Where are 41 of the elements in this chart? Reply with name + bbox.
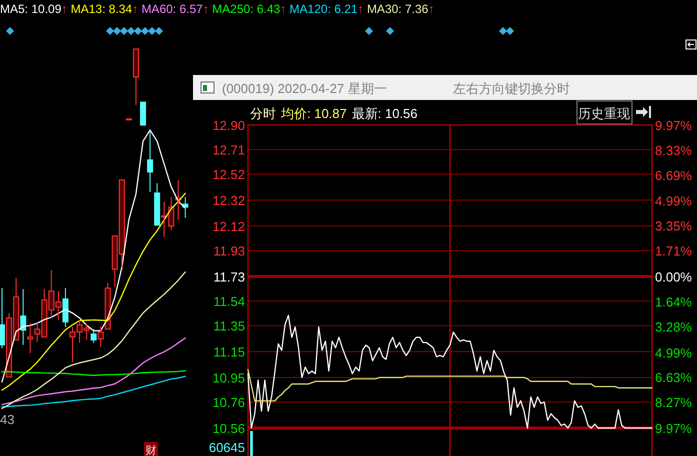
text: MA250: 6.43↑ — [212, 2, 290, 16]
text: 最新: 10.56 — [352, 106, 418, 121]
text: 分时 — [250, 106, 276, 121]
y-tick-label: 12.12 — [212, 219, 245, 234]
text: 历史重现 — [578, 106, 630, 121]
text: MA120: 6.21↑ — [290, 2, 367, 16]
text: 43 — [0, 412, 14, 427]
y-tick-label: 11.54 — [213, 294, 245, 310]
y-tick-label: 12.71 — [212, 142, 245, 158]
y2-tick-label: 0.00% — [655, 270, 692, 284]
text: MA30: 7.36↑ — [366, 2, 434, 16]
y2-tick-label: 1.64% — [655, 294, 692, 310]
y-tick-label: 12.90 — [212, 118, 245, 133]
y-tick-label: 10.56 — [212, 421, 245, 436]
y2-tick-label: 4.99% — [655, 345, 692, 360]
text: 财 — [146, 444, 156, 456]
text: 60645 — [208, 440, 245, 455]
y-tick-label: 10.95 — [212, 370, 245, 386]
y-tick-label: 10.76 — [212, 395, 245, 410]
y2-tick-label: 3.28% — [655, 319, 692, 334]
y2-tick-label: 9.97% — [655, 118, 692, 133]
y2-tick-label: 9.97% — [655, 421, 692, 436]
text: MA60: 6.57↑ — [141, 2, 212, 16]
y2-tick-label: 8.27% — [655, 395, 692, 410]
y2-tick-label: 4.99% — [655, 194, 692, 209]
text: MA5: 10.09↑ — [0, 2, 71, 16]
y2-tick-label: 1.71% — [655, 244, 692, 259]
text: 均价: 10.87 — [280, 106, 347, 121]
text: 左右方向键切换分时 — [453, 81, 570, 96]
y-tick-label: 11.73 — [213, 270, 245, 284]
y-tick-label: 12.32 — [212, 193, 245, 208]
text: MA13: 8.34↑ — [70, 2, 142, 16]
chart-title: (000019) 2020-04-27 星期一 — [222, 81, 387, 96]
y2-tick-label: 6.69% — [655, 168, 692, 183]
y2-tick-label: 3.35% — [655, 218, 692, 234]
y-tick-label: 11.93 — [213, 244, 245, 259]
y2-tick-label: 6.63% — [655, 370, 692, 386]
y-tick-label: 11.35 — [213, 318, 245, 334]
y-tick-label: 11.15 — [213, 344, 245, 360]
y-tick-label: 12.52 — [212, 167, 245, 182]
y2-tick-label: 8.33% — [655, 142, 692, 158]
